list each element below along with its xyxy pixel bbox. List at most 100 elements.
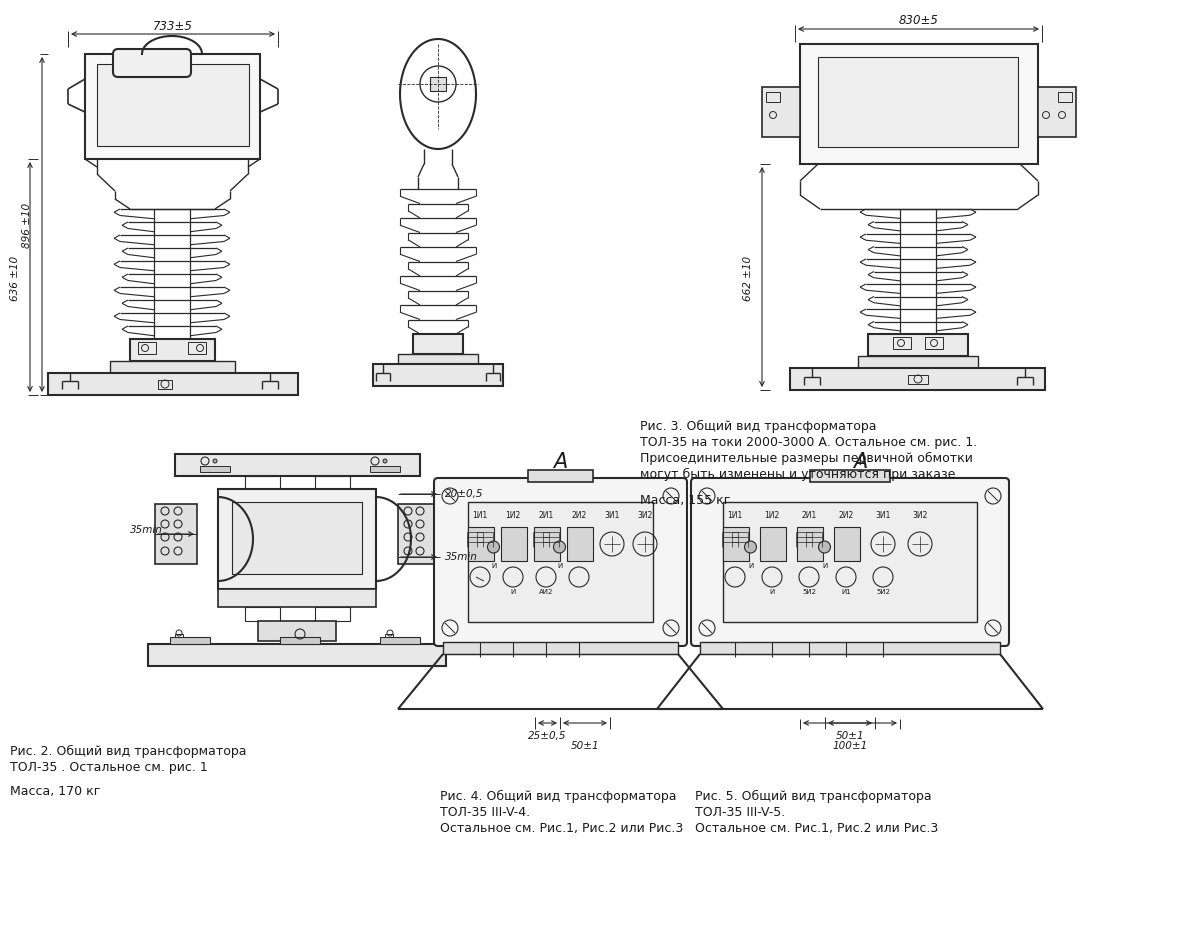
- Bar: [232, 503, 362, 574]
- Text: 25±0,5: 25±0,5: [528, 730, 566, 741]
- Bar: [790, 368, 1045, 390]
- Text: 50±1: 50±1: [835, 730, 864, 741]
- Bar: [430, 78, 446, 92]
- Text: ТОЛ-35 III-V-5.: ТОЛ-35 III-V-5.: [695, 805, 785, 818]
- Bar: [218, 589, 376, 607]
- Bar: [810, 470, 890, 483]
- Bar: [370, 466, 400, 472]
- Text: ТОЛ-35 III-V-4.: ТОЛ-35 III-V-4.: [440, 805, 530, 818]
- Text: 1И2: 1И2: [764, 510, 780, 519]
- Text: Рис. 5. Общий вид трансформатора: Рис. 5. Общий вид трансформатора: [695, 789, 931, 803]
- Text: могут быть изменены и уточняются при заказе: могут быть изменены и уточняются при зак…: [640, 467, 955, 481]
- Bar: [724, 503, 977, 623]
- Text: ТОЛ-35 на токи 2000-3000 А. Остальное см. рис. 1.: ТОЛ-35 на токи 2000-3000 А. Остальное см…: [640, 436, 977, 448]
- Text: И1: И1: [841, 588, 851, 594]
- Bar: [925, 338, 943, 349]
- Bar: [398, 355, 478, 365]
- Bar: [834, 527, 860, 562]
- Bar: [170, 637, 210, 645]
- Text: 2И2: 2И2: [839, 510, 853, 519]
- Text: И: И: [557, 563, 562, 568]
- Bar: [724, 527, 749, 562]
- Bar: [700, 643, 1000, 654]
- Bar: [893, 338, 911, 349]
- Text: И: И: [822, 563, 827, 568]
- Text: 733±5: 733±5: [154, 19, 193, 32]
- Text: 35min: 35min: [445, 551, 478, 562]
- Text: 1И1: 1И1: [473, 510, 487, 519]
- Bar: [110, 362, 235, 373]
- Text: Масса, 170 кг: Масса, 170 кг: [10, 784, 101, 797]
- Circle shape: [553, 542, 565, 553]
- Bar: [138, 343, 156, 355]
- Bar: [868, 335, 968, 357]
- Text: Присоединительные размеры первичной обмотки: Присоединительные размеры первичной обмо…: [640, 451, 973, 465]
- Bar: [373, 365, 503, 387]
- Text: 2И1: 2И1: [802, 510, 817, 519]
- Bar: [818, 58, 1018, 148]
- Bar: [1038, 88, 1076, 138]
- Bar: [188, 343, 206, 355]
- Text: Остальное см. Рис.1, Рис.2 или Рис.3: Остальное см. Рис.1, Рис.2 или Рис.3: [440, 822, 683, 834]
- Bar: [502, 527, 527, 562]
- Text: И: И: [748, 563, 754, 568]
- Circle shape: [818, 542, 830, 553]
- Text: 1И1: 1И1: [727, 510, 743, 519]
- Text: Рис. 3. Общий вид трансформатора: Рис. 3. Общий вид трансформатора: [640, 420, 876, 432]
- Bar: [48, 373, 298, 396]
- Text: 50±1: 50±1: [571, 741, 599, 750]
- Text: 2И2: 2И2: [571, 510, 587, 519]
- Bar: [385, 634, 394, 637]
- Text: 662 ±10: 662 ±10: [743, 255, 754, 300]
- Bar: [413, 335, 463, 355]
- Bar: [528, 470, 593, 483]
- Bar: [797, 527, 823, 562]
- Text: АИ2: АИ2: [539, 588, 553, 594]
- Text: 20±0,5: 20±0,5: [445, 488, 484, 499]
- Text: ТОЛ-35 . Остальное см. рис. 1: ТОЛ-35 . Остальное см. рис. 1: [10, 761, 208, 773]
- Bar: [85, 55, 260, 160]
- Text: 5И2: 5И2: [876, 588, 890, 594]
- Text: И: И: [769, 588, 775, 594]
- Bar: [908, 376, 928, 385]
- Circle shape: [487, 542, 499, 553]
- Bar: [1058, 93, 1072, 103]
- FancyBboxPatch shape: [434, 479, 688, 646]
- Text: Остальное см. Рис.1, Рис.2 или Рис.3: Остальное см. Рис.1, Рис.2 или Рис.3: [695, 822, 938, 834]
- Text: И: И: [510, 588, 516, 594]
- Text: 3И1: 3И1: [605, 510, 619, 519]
- Bar: [245, 477, 280, 491]
- Bar: [200, 466, 230, 472]
- Text: A: A: [553, 451, 568, 471]
- Text: 2И1: 2И1: [539, 510, 553, 519]
- Text: 3И2: 3И2: [912, 510, 928, 519]
- Bar: [398, 505, 440, 565]
- FancyBboxPatch shape: [113, 50, 191, 78]
- Text: Масса, 155 кг: Масса, 155 кг: [640, 493, 731, 506]
- Bar: [568, 527, 593, 562]
- Text: A: A: [853, 451, 868, 471]
- Bar: [130, 340, 215, 362]
- Text: 3И2: 3И2: [637, 510, 653, 519]
- Bar: [316, 607, 350, 622]
- Bar: [468, 527, 494, 562]
- Circle shape: [214, 460, 217, 464]
- Circle shape: [744, 542, 756, 553]
- Circle shape: [383, 460, 388, 464]
- Bar: [858, 357, 978, 368]
- Bar: [443, 643, 678, 654]
- Text: 35min: 35min: [130, 525, 163, 534]
- Text: 100±1: 100±1: [833, 741, 868, 750]
- Text: 830±5: 830±5: [899, 13, 938, 27]
- Bar: [534, 527, 560, 562]
- Bar: [316, 477, 350, 491]
- Bar: [218, 489, 376, 589]
- Text: 1И2: 1И2: [505, 510, 521, 519]
- FancyBboxPatch shape: [691, 479, 1009, 646]
- Text: 896 ±10: 896 ±10: [22, 203, 32, 248]
- Text: 636 ±10: 636 ±10: [10, 255, 20, 300]
- Bar: [380, 637, 420, 645]
- Bar: [97, 65, 250, 147]
- Text: Рис. 2. Общий вид трансформатора: Рис. 2. Общий вид трансформатора: [10, 744, 246, 757]
- Text: И: И: [491, 563, 496, 568]
